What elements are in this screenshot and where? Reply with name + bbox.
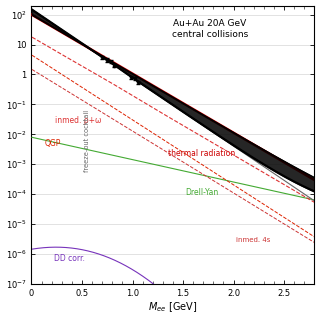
Text: DD corr.: DD corr. — [54, 254, 84, 263]
Text: inmed. ρ+ω: inmed. ρ+ω — [55, 116, 101, 124]
Text: QGP: QGP — [44, 139, 61, 148]
Text: freeze-out cocktail: freeze-out cocktail — [84, 110, 90, 172]
Text: Au+Au 20A GeV
central collisions: Au+Au 20A GeV central collisions — [172, 20, 248, 39]
Text: Drell-Yan: Drell-Yan — [185, 188, 218, 197]
Text: inmed. 4s: inmed. 4s — [236, 237, 270, 243]
X-axis label: $M_{ee}$ [GeV]: $M_{ee}$ [GeV] — [148, 300, 198, 315]
Text: thermal radiation: thermal radiation — [168, 149, 235, 158]
